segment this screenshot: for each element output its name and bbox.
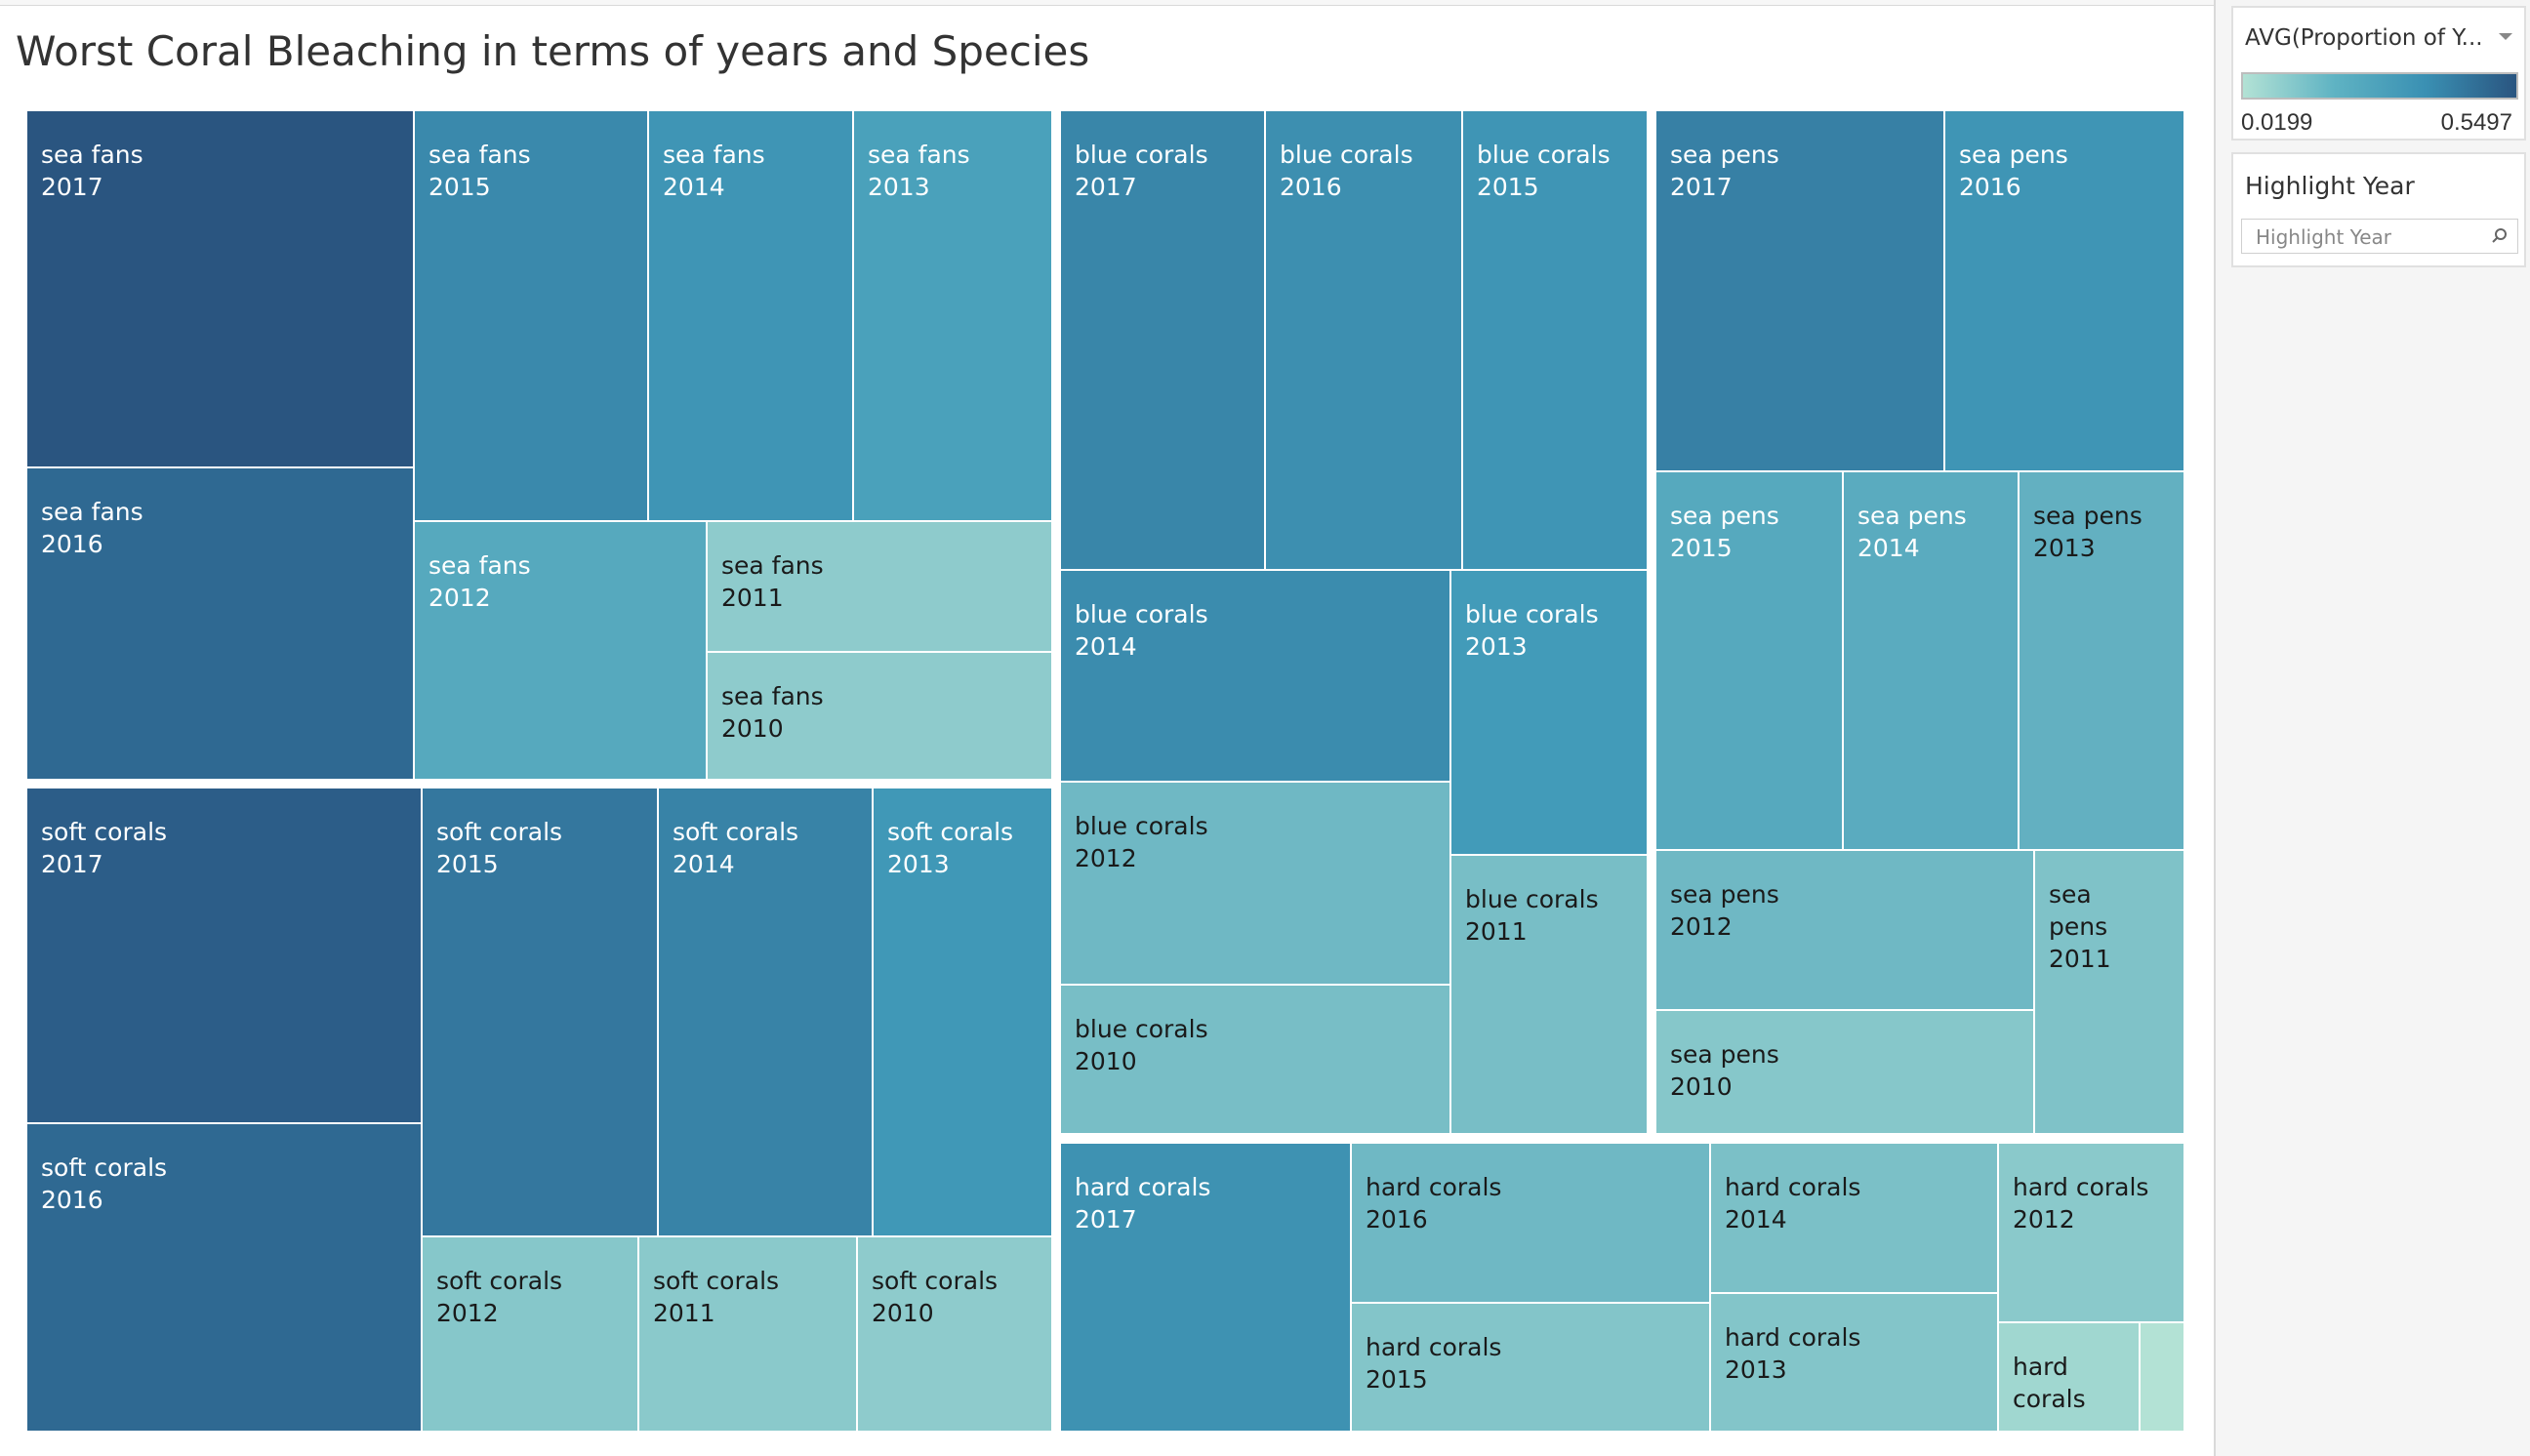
tile-label: soft corals 2012	[436, 1267, 563, 1327]
highlight-year-input[interactable]: Highlight Year	[2241, 219, 2518, 254]
legend-gradient-bar	[2241, 72, 2518, 100]
tile-label: hard corals 2017	[1075, 1173, 1211, 1234]
color-legend: AVG(Proportion of Y... 0.0199 0.5497	[2231, 6, 2526, 141]
tile-label: sea fans 2015	[428, 141, 531, 201]
treemap-tile[interactable]: hard corals	[1999, 1323, 2141, 1433]
treemap-tile[interactable]: sea fans 2011	[708, 522, 1053, 653]
tile-label: sea pens 2010	[1670, 1040, 1779, 1101]
tile-label: sea pens 2015	[1670, 502, 1779, 562]
treemap-tile[interactable]: hard corals 2017	[1061, 1144, 1352, 1433]
tile-label: soft corals 2010	[872, 1267, 999, 1327]
treemap-tile[interactable]: hard corals 2012	[1999, 1144, 2185, 1323]
tile-label: sea fans 2013	[868, 141, 970, 201]
tile-label: hard corals 2012	[2013, 1173, 2149, 1234]
legend-min-label: 0.0199	[2241, 109, 2313, 136]
treemap-tile[interactable]: soft corals 2016	[27, 1124, 423, 1433]
treemap-tile[interactable]: sea fans 2013	[854, 111, 1053, 522]
treemap: sea fans 2017 sea fans 2016 sea fans 2015 s…	[27, 111, 2185, 1433]
treemap-tile[interactable]: blue corals 2011	[1451, 856, 1649, 1135]
treemap-tile[interactable]: sea fans 2012	[415, 522, 708, 781]
tile-label: sea fans 2010	[721, 682, 824, 743]
highlight-year-card: Highlight Year Highlight Year	[2231, 152, 2526, 267]
tile-label: blue corals 2013	[1465, 600, 1599, 661]
treemap-tile[interactable]: sea pens 2015	[1656, 472, 1844, 851]
tile-label: sea fans 2017	[41, 141, 143, 201]
treemap-tile[interactable]: soft corals 2017	[27, 789, 423, 1124]
treemap-tile[interactable]: sea fans 2016	[27, 468, 415, 781]
tile-label: soft corals 2011	[653, 1267, 780, 1327]
treemap-tile[interactable]: hard corals 2014	[1711, 1144, 1999, 1294]
tile-label: sea pens 2014	[1857, 502, 1967, 562]
treemap-tile[interactable]: sea fans 2015	[415, 111, 649, 522]
treemap-tile[interactable]: blue corals 2010	[1061, 986, 1451, 1135]
tile-label: blue corals 2016	[1280, 141, 1413, 201]
tile-label: hard corals 2014	[1725, 1173, 1861, 1234]
treemap-tile[interactable]: blue corals 2014	[1061, 571, 1451, 783]
tile-label: sea fans 2016	[41, 498, 143, 558]
tile-label: sea pens 2017	[1670, 141, 1779, 201]
treemap-tile[interactable]: soft corals 2014	[659, 789, 874, 1237]
tile-label: hard corals 2016	[1366, 1173, 1502, 1234]
tile-label: sea fans 2012	[428, 551, 531, 612]
treemap-tile[interactable]: soft corals 2011	[639, 1237, 858, 1433]
tile-label: hard corals 2013	[1725, 1323, 1861, 1384]
side-panel: AVG(Proportion of Y... 0.0199 0.5497 Hig…	[2214, 0, 2530, 1456]
tile-label: blue corals 2010	[1075, 1015, 1208, 1075]
tile-label: soft corals 2016	[41, 1153, 168, 1214]
highlight-year-placeholder: Highlight Year	[2256, 225, 2391, 249]
treemap-tile[interactable]: sea pens 2011	[2035, 851, 2185, 1135]
treemap-tile[interactable]: soft corals 2012	[423, 1237, 639, 1433]
treemap-tile[interactable]: sea pens 2013	[2020, 472, 2185, 851]
tile-label: blue corals 2014	[1075, 600, 1208, 661]
treemap-tile[interactable]: blue corals 2015	[1463, 111, 1649, 571]
treemap-tile[interactable]: blue corals 2016	[1266, 111, 1463, 571]
tile-label: soft corals 2017	[41, 818, 168, 878]
treemap-tile[interactable]: blue corals 2012	[1061, 783, 1451, 986]
tile-label: blue corals 2012	[1075, 812, 1208, 872]
legend-menu-caret-icon[interactable]	[2499, 33, 2512, 40]
treemap-tile[interactable]: hard corals 2016	[1352, 1144, 1711, 1304]
chart-title: Worst Coral Bleaching in terms of years …	[16, 27, 1090, 75]
tile-label: sea fans 2011	[721, 551, 824, 612]
tile-label: soft corals 2014	[673, 818, 799, 878]
treemap-tile[interactable]: blue corals 2017	[1061, 111, 1266, 571]
treemap-tile[interactable]: sea fans 2017	[27, 111, 415, 468]
tile-label: blue corals 2011	[1465, 885, 1599, 946]
tile-label: sea pens 2012	[1670, 880, 1779, 941]
tile-label: sea pens 2013	[2033, 502, 2142, 562]
treemap-tile[interactable]: soft corals 2015	[423, 789, 659, 1237]
treemap-tile[interactable]: sea pens 2017	[1656, 111, 1945, 472]
tile-label: hard corals	[2013, 1353, 2086, 1413]
legend-max-label: 0.5497	[2440, 109, 2512, 136]
tile-label: sea pens 2011	[2049, 880, 2111, 973]
treemap-tile[interactable]: sea fans 2010	[708, 653, 1053, 781]
highlight-year-title: Highlight Year	[2245, 172, 2415, 200]
treemap-tile[interactable]: sea pens 2012	[1656, 851, 2035, 1011]
tile-label: blue corals 2017	[1075, 141, 1208, 201]
tile-label: blue corals 2015	[1477, 141, 1611, 201]
search-icon[interactable]	[2490, 226, 2510, 246]
treemap-tile[interactable]	[2141, 1323, 2185, 1433]
treemap-tile[interactable]: hard corals 2015	[1352, 1304, 1711, 1433]
treemap-tile[interactable]: soft corals 2010	[858, 1237, 1053, 1433]
top-rule	[0, 0, 2214, 6]
tile-label: hard corals 2015	[1366, 1333, 1502, 1394]
treemap-tile[interactable]: soft corals 2013	[874, 789, 1053, 1237]
treemap-tile[interactable]: sea pens 2016	[1945, 111, 2185, 472]
tile-label: sea pens 2016	[1959, 141, 2068, 201]
legend-title: AVG(Proportion of Y...	[2245, 25, 2483, 51]
treemap-tile[interactable]: sea fans 2014	[649, 111, 854, 522]
tile-label: soft corals 2013	[887, 818, 1014, 878]
tile-label: sea fans 2014	[663, 141, 765, 201]
treemap-tile[interactable]: sea pens 2014	[1844, 472, 2020, 851]
treemap-tile[interactable]: sea pens 2010	[1656, 1011, 2035, 1135]
treemap-tile[interactable]: blue corals 2013	[1451, 571, 1649, 856]
tile-label: soft corals 2015	[436, 818, 563, 878]
treemap-tile[interactable]: hard corals 2013	[1711, 1294, 1999, 1433]
